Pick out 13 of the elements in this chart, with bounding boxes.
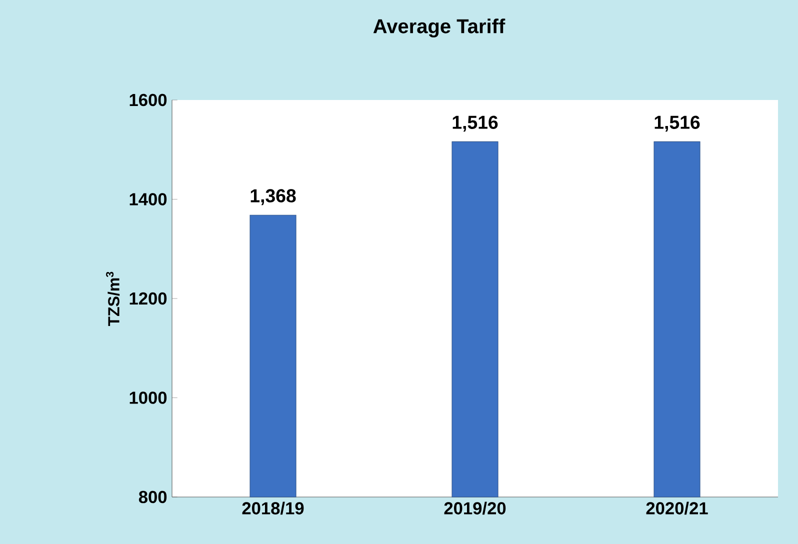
y-axis-title: TZS/m$^{3}$ bbox=[106, 272, 120, 326]
data-label: 1,368 bbox=[250, 189, 296, 206]
y-tick-label: 1000 bbox=[130, 392, 167, 404]
y-tick-label: 1600 bbox=[130, 94, 167, 106]
y-tick-label: 1200 bbox=[130, 292, 167, 305]
chart-title: Average Tariff bbox=[373, 18, 506, 38]
x-tick-label: 2020/21 bbox=[646, 502, 708, 515]
x-tick-label: 2019/20 bbox=[444, 502, 506, 515]
data-label: 1,516 bbox=[452, 116, 498, 132]
x-tick-label: 2018/19 bbox=[242, 502, 304, 515]
y-tick-label: 800 bbox=[138, 490, 167, 504]
y-tick-label: 1400 bbox=[130, 193, 167, 206]
data-label: 1,516 bbox=[654, 116, 700, 132]
